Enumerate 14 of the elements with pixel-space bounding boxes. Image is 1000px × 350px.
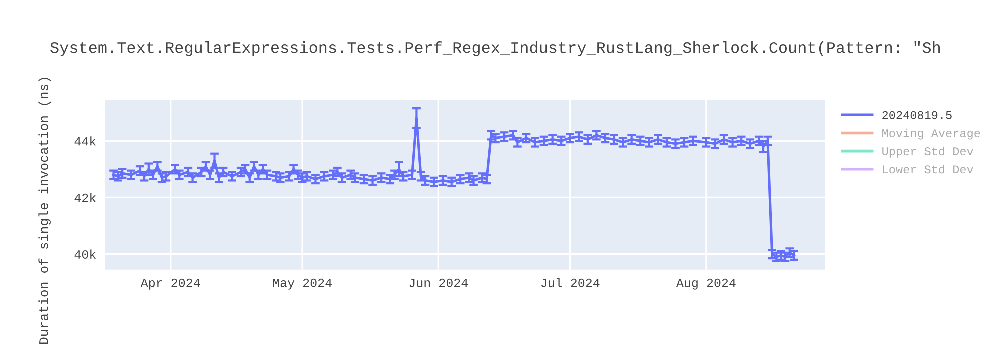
chart-title: System.Text.RegularExpressions.Tests.Perf_Regex_Industry_RustLang_Sherlock.Count(Pattern: "Sh — [50, 42, 940, 56]
y-tick-label: 42k — [74, 193, 96, 202]
legend-label: Lower Std Dev — [883, 164, 974, 174]
legend-label: 20240819.5 — [882, 111, 952, 120]
y-tick-label: 40k — [74, 250, 96, 259]
legend-label: Moving Average — [882, 128, 980, 140]
x-tick-label: Apr 2024 — [140, 278, 200, 290]
x-tick-label: Jul 2024 — [541, 278, 600, 288]
y-tick-label: 44k — [74, 136, 96, 146]
y-axis-title: Duration of single invocation (ns) — [38, 78, 51, 344]
x-tick-label: Jun 2024 — [410, 278, 468, 288]
x-tick-label: May 2024 — [273, 278, 332, 290]
x-tick-label: Aug 2024 — [676, 278, 736, 290]
legend-label: Upper Std Dev — [882, 146, 974, 158]
